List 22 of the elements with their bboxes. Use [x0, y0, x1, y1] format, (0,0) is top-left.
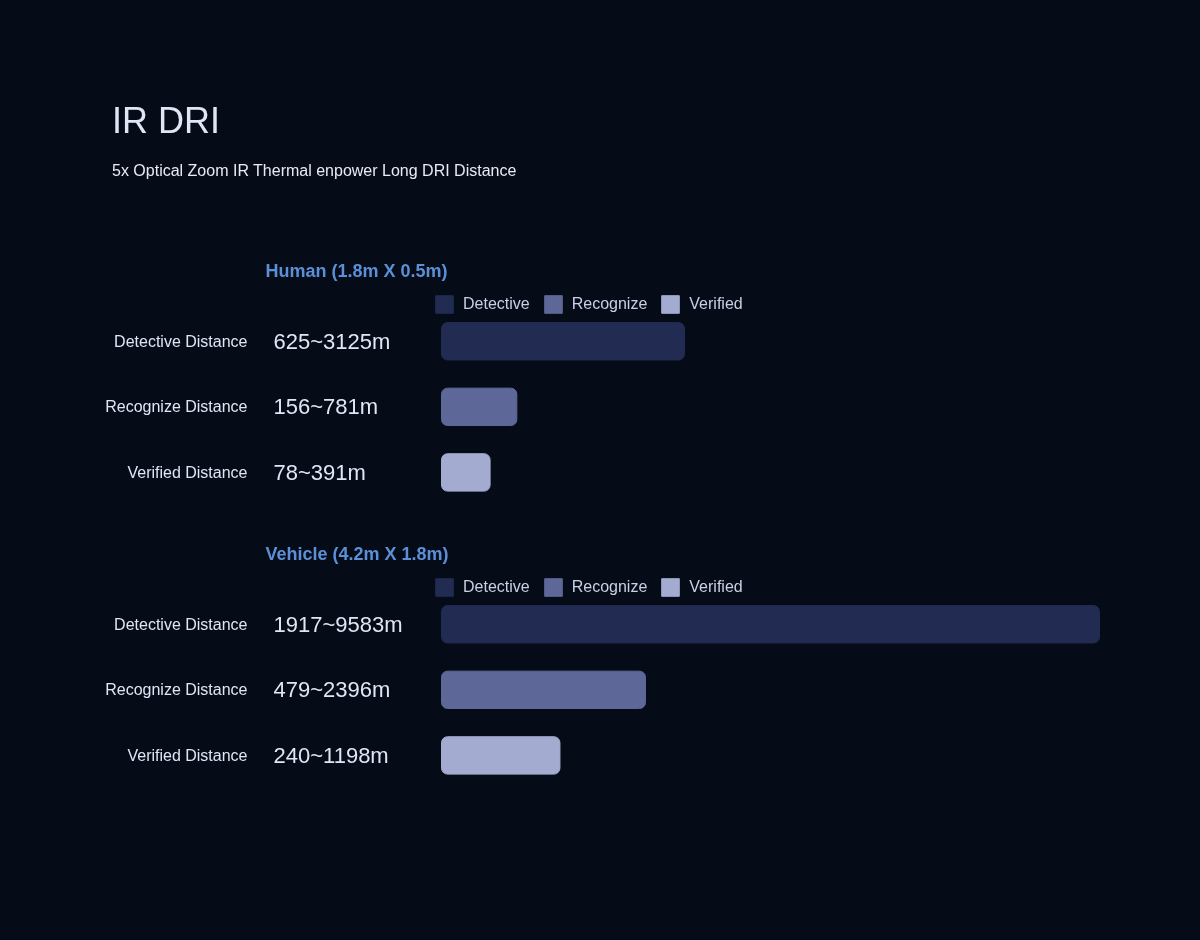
text: 156~781m [273, 394, 379, 420]
y-tick-label: Recognize Distance [105, 681, 248, 699]
text: 5x Optical Zoom IR Thermal enpower Long DRI Distance [112, 161, 517, 182]
y-tick-label: Detective Distance [114, 615, 248, 633]
text: 1917~9583m [273, 611, 403, 637]
y-tick-label: Detective Distance [114, 332, 248, 350]
text: 240~1198m [273, 742, 389, 768]
legend-label: Verified [689, 295, 743, 313]
legend-label: Recognize [571, 578, 648, 596]
legend-label: Detective [463, 578, 530, 596]
legend-label: Detective [463, 295, 530, 313]
y-tick-label: Recognize Distance [105, 398, 248, 416]
chart-title: Vehicle (4.2m X 1.8m) [265, 543, 449, 564]
chart-title: Human (1.8m X 0.5m) [265, 260, 448, 281]
y-tick-label: Verified Distance [127, 463, 248, 481]
text: 479~2396m [273, 677, 391, 703]
legend-label: Recognize [571, 295, 648, 313]
text: IR DRI [112, 99, 221, 143]
text: 625~3125m [273, 328, 391, 354]
legend-label: Verified [689, 578, 743, 596]
text: 78~391m [273, 459, 366, 485]
y-tick-label: Verified Distance [127, 746, 248, 764]
